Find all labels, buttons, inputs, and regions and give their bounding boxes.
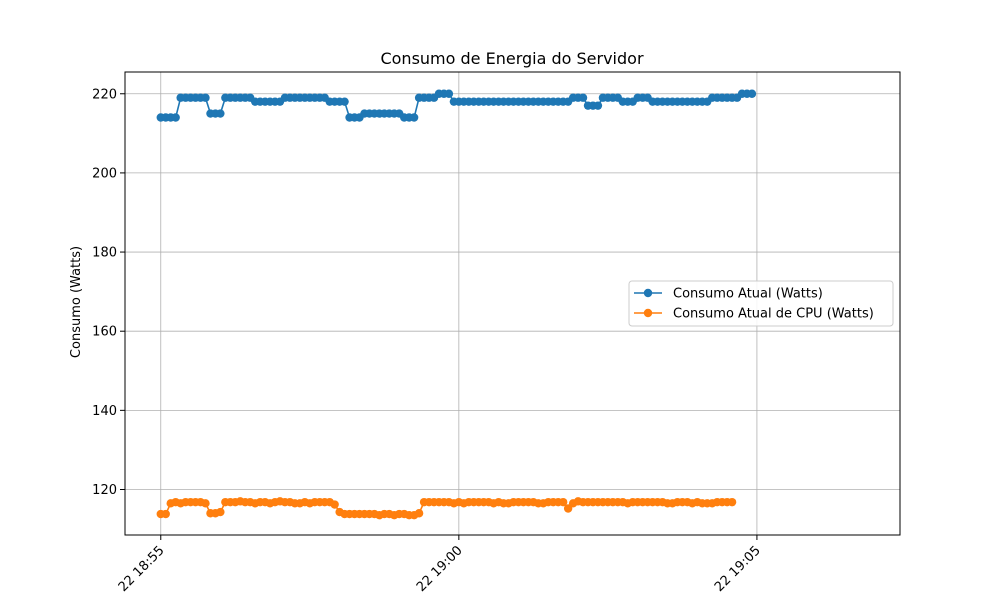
data-point bbox=[444, 89, 454, 98]
y-tick-label: 160 bbox=[92, 325, 117, 340]
chart-title: Consumo de Energia do Servidor bbox=[380, 49, 643, 68]
data-point bbox=[578, 93, 588, 102]
data-point bbox=[171, 113, 180, 122]
data-point bbox=[340, 97, 349, 106]
y-tick-label: 220 bbox=[92, 87, 117, 102]
y-tick-label: 140 bbox=[92, 404, 117, 419]
data-point bbox=[727, 497, 737, 507]
y-tick-label: 180 bbox=[92, 246, 117, 261]
legend-label: Consumo Atual (Watts) bbox=[673, 287, 823, 302]
series-layer bbox=[156, 89, 757, 520]
data-point bbox=[161, 509, 170, 519]
y-ticks: 120 140 160 180 200 220 bbox=[92, 87, 125, 498]
grid bbox=[125, 72, 900, 535]
legend-marker bbox=[643, 288, 653, 298]
y-tick-label: 120 bbox=[92, 483, 117, 498]
data-point bbox=[409, 113, 419, 122]
data-point bbox=[414, 509, 424, 518]
series-1 bbox=[156, 89, 757, 122]
legend-box bbox=[628, 280, 894, 327]
legend-label: Consumo Atual de CPU (Watts) bbox=[673, 307, 874, 322]
data-point bbox=[201, 93, 210, 102]
data-point bbox=[216, 507, 225, 517]
data-point bbox=[747, 89, 757, 98]
legend: Consumo Atual (Watts) Consumo Atual de CP… bbox=[628, 280, 894, 327]
y-axis-title: Consumo (Watts) bbox=[69, 246, 84, 358]
data-point bbox=[216, 109, 225, 118]
data-point bbox=[201, 499, 210, 508]
data-point bbox=[593, 101, 603, 110]
series-2 bbox=[156, 497, 737, 520]
plot-frame bbox=[124, 71, 901, 536]
y-tick-label: 200 bbox=[92, 166, 117, 181]
data-point bbox=[558, 497, 568, 507]
legend-marker bbox=[643, 308, 653, 318]
data-point bbox=[330, 500, 339, 509]
